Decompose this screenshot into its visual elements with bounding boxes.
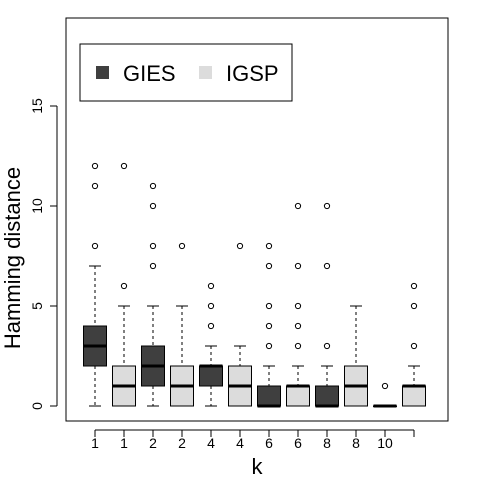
y-tick-label: 5 bbox=[29, 302, 45, 310]
outlier-point bbox=[120, 162, 128, 170]
x-tick-label: 6 bbox=[265, 435, 273, 451]
outlier-point bbox=[265, 262, 273, 270]
box-body bbox=[402, 385, 426, 407]
y-tick-label: 10 bbox=[29, 198, 45, 214]
outlier-point bbox=[294, 342, 302, 350]
x-tick-label: 10 bbox=[377, 435, 393, 451]
box-11 bbox=[373, 382, 397, 408]
box-6 bbox=[228, 242, 252, 407]
outlier-point bbox=[265, 322, 273, 330]
outlier-point bbox=[265, 242, 273, 250]
legend: GIES IGSP bbox=[79, 43, 293, 102]
outlier-point bbox=[149, 242, 157, 250]
axis-layer: 0 5 10 15 1 1 2 2 4 4 6 6 8 8 10 bbox=[29, 98, 415, 451]
outlier-point bbox=[265, 342, 273, 350]
x-tick-label: 8 bbox=[352, 435, 360, 451]
outlier-point bbox=[91, 162, 99, 170]
box-9 bbox=[315, 202, 339, 408]
outlier-point bbox=[381, 382, 389, 390]
outlier-point bbox=[207, 322, 215, 330]
outlier-point bbox=[91, 182, 99, 190]
box-5 bbox=[199, 282, 223, 407]
x-tick-label: 1 bbox=[120, 435, 128, 451]
outlier-point bbox=[149, 202, 157, 210]
x-tick-label: 4 bbox=[236, 435, 244, 451]
y-tick-label: 0 bbox=[29, 402, 45, 410]
outlier-point bbox=[149, 182, 157, 190]
legend-frame bbox=[79, 43, 293, 102]
legend-swatch-gies bbox=[96, 66, 109, 79]
outlier-point bbox=[410, 302, 418, 310]
box-4 bbox=[170, 242, 194, 407]
outlier-point bbox=[178, 242, 186, 250]
x-tick-label: 6 bbox=[294, 435, 302, 451]
x-tick-label: 1 bbox=[91, 435, 99, 451]
outlier-point bbox=[207, 302, 215, 310]
boxes-layer bbox=[83, 162, 426, 408]
box-7 bbox=[257, 242, 281, 408]
plot-frame bbox=[65, 17, 449, 422]
box-body bbox=[257, 385, 281, 407]
y-axis-title: Hamming distance bbox=[0, 167, 25, 349]
outlier-point bbox=[294, 202, 302, 210]
x-axis-title: k bbox=[252, 454, 264, 479]
outlier-point bbox=[294, 322, 302, 330]
outlier-point bbox=[323, 202, 331, 210]
outlier-point bbox=[265, 302, 273, 310]
x-tick-label: 8 bbox=[323, 435, 331, 451]
outlier-point bbox=[323, 342, 331, 350]
outlier-point bbox=[323, 262, 331, 270]
box-1 bbox=[83, 162, 107, 407]
box-8 bbox=[286, 202, 310, 407]
legend-label-gies: GIES bbox=[123, 61, 176, 86]
outlier-point bbox=[294, 262, 302, 270]
y-tick-label: 15 bbox=[29, 98, 45, 114]
box-12 bbox=[402, 282, 426, 407]
box-2 bbox=[112, 162, 136, 407]
box-body bbox=[286, 385, 310, 407]
outlier-point bbox=[236, 242, 244, 250]
outlier-point bbox=[149, 262, 157, 270]
legend-swatch-igsp bbox=[199, 66, 212, 79]
outlier-point bbox=[91, 242, 99, 250]
x-tick-label: 4 bbox=[207, 435, 215, 451]
box-3 bbox=[141, 182, 165, 407]
outlier-point bbox=[207, 282, 215, 290]
x-tick-label: 2 bbox=[178, 435, 186, 451]
outlier-point bbox=[410, 282, 418, 290]
outlier-point bbox=[410, 342, 418, 350]
box-10 bbox=[344, 305, 368, 407]
box-body bbox=[315, 385, 339, 407]
box-body bbox=[199, 365, 223, 387]
outlier-point bbox=[294, 302, 302, 310]
legend-label-igsp: IGSP bbox=[226, 61, 279, 86]
x-tick-label: 2 bbox=[149, 435, 157, 451]
outlier-point bbox=[120, 282, 128, 290]
